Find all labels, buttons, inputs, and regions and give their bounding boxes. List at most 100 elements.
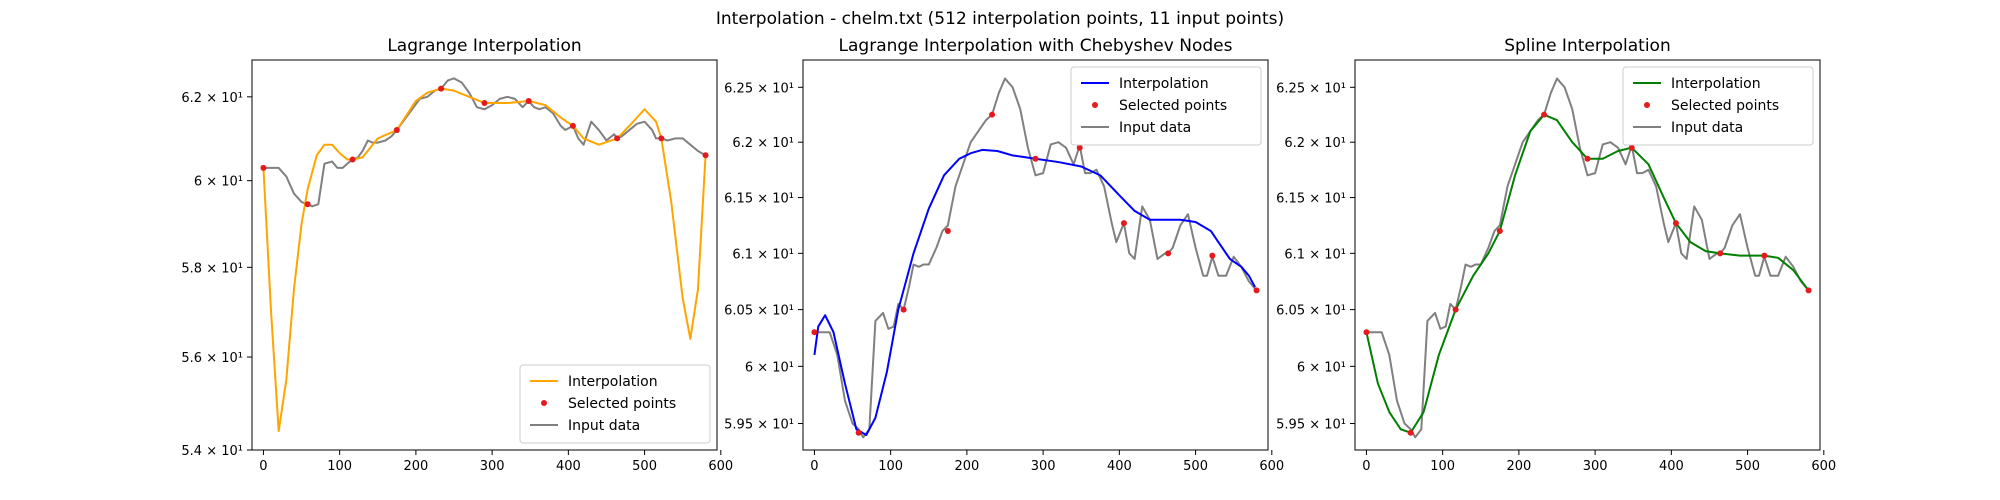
x-tick-label: 400 xyxy=(556,459,581,474)
selected-point xyxy=(900,306,907,313)
x-tick-label: 100 xyxy=(878,459,903,474)
plot-area xyxy=(260,77,709,433)
selected-point xyxy=(1120,220,1127,227)
plot-area xyxy=(1363,77,1812,439)
selected-point xyxy=(1805,287,1812,294)
legend-entry-label: Selected points xyxy=(568,396,676,412)
selected-point xyxy=(1496,227,1503,234)
selected-point xyxy=(1452,306,1459,313)
series-line-input-data xyxy=(263,77,707,208)
x-tick-label: 200 xyxy=(1506,459,1531,474)
subplot-3: Spline Interpolation 0 100 200 300 400 500 600 5… xyxy=(1276,36,1836,474)
legend-box xyxy=(1070,66,1262,146)
selected-point xyxy=(1253,287,1260,294)
y-tick-label: 5.8 × 10¹ xyxy=(181,261,243,276)
legend-point-swatch xyxy=(1644,102,1650,108)
x-tick-label: 100 xyxy=(327,459,352,474)
series-line-input-data xyxy=(1366,77,1810,439)
x-tick-label: 600 xyxy=(708,459,733,474)
legend-entry-label: Selected points xyxy=(1671,98,1779,114)
selected-point xyxy=(658,135,665,142)
selected-point xyxy=(989,111,996,118)
y-tick-label: 6.15 × 10¹ xyxy=(1276,192,1346,207)
subplot-title: Lagrange Interpolation with Chebyshev No… xyxy=(839,36,1233,56)
selected-point xyxy=(1407,429,1414,436)
selected-point xyxy=(1717,250,1724,257)
x-tick-label: 0 xyxy=(259,459,267,474)
y-tick-label: 6.15 × 10¹ xyxy=(724,192,794,207)
y-tick-label: 6.1 × 10¹ xyxy=(732,247,794,262)
legend: Interpolation Selected points Input data xyxy=(1070,66,1262,146)
selected-point xyxy=(1628,144,1635,151)
legend-box xyxy=(519,364,711,444)
selected-point xyxy=(1032,155,1039,162)
selected-point xyxy=(1076,144,1083,151)
x-tick-label: 300 xyxy=(1583,459,1608,474)
x-tick-label: 600 xyxy=(1259,459,1284,474)
legend-point-swatch xyxy=(541,400,547,406)
subplot-title: Lagrange Interpolation xyxy=(387,36,581,56)
selected-point xyxy=(702,152,709,159)
plot-frame xyxy=(802,59,1269,451)
y-tick-label: 6.2 × 10¹ xyxy=(1284,136,1346,151)
y-tick-label: 5.6 × 10¹ xyxy=(181,351,243,366)
subplot-1: Lagrange Interpolation 0 100 200 300 400 500 60… xyxy=(181,36,733,474)
plot-frame xyxy=(1354,59,1821,451)
x-tick-label: 400 xyxy=(1107,459,1132,474)
selected-point xyxy=(525,97,532,104)
y-tick-label: 5.95 × 10¹ xyxy=(1276,418,1346,433)
selected-point xyxy=(260,164,267,171)
x-tick-label: 400 xyxy=(1659,459,1684,474)
legend-entry-label: Input data xyxy=(568,418,640,434)
subplots: Lagrange Interpolation 0 100 200 300 400 500 60… xyxy=(181,36,1836,474)
legend-entry-label: Interpolation xyxy=(568,374,658,390)
legend: Interpolation Selected points Input data xyxy=(519,364,711,444)
selected-point xyxy=(393,127,400,134)
y-tick-label: 6.2 × 10¹ xyxy=(732,136,794,151)
legend: Interpolation Selected points Input data xyxy=(1622,66,1814,146)
selected-point xyxy=(1541,111,1548,118)
selected-point xyxy=(1363,329,1370,336)
x-tick-label: 200 xyxy=(403,459,428,474)
y-tick-label: 5.95 × 10¹ xyxy=(724,418,794,433)
y-tick-label: 6.05 × 10¹ xyxy=(1276,304,1346,319)
y-tick-label: 6 × 10¹ xyxy=(1297,360,1346,375)
y-tick-label: 6.2 × 10¹ xyxy=(181,91,243,106)
selected-point xyxy=(1209,252,1216,259)
x-tick-label: 300 xyxy=(1031,459,1056,474)
x-tick-label: 0 xyxy=(810,459,818,474)
selected-point xyxy=(1672,220,1679,227)
x-tick-label: 500 xyxy=(1735,459,1760,474)
series-line-interpolation xyxy=(262,87,707,433)
y-tick-label: 6.05 × 10¹ xyxy=(724,304,794,319)
y-tick-label: 6 × 10¹ xyxy=(745,360,794,375)
selected-point xyxy=(811,329,818,336)
x-tick-label: 600 xyxy=(1811,459,1836,474)
selected-point xyxy=(481,100,488,107)
figure-suptitle: Interpolation - chelm.txt (512 interpola… xyxy=(716,9,1284,29)
legend-box xyxy=(1622,66,1814,146)
y-tick-label: 6.25 × 10¹ xyxy=(724,81,794,96)
legend-entry-label: Selected points xyxy=(1119,98,1227,114)
legend-entry-label: Interpolation xyxy=(1119,76,1209,92)
x-tick-label: 200 xyxy=(954,459,979,474)
x-tick-label: 500 xyxy=(1183,459,1208,474)
y-tick-label: 6 × 10¹ xyxy=(194,175,243,190)
x-tick-label: 500 xyxy=(632,459,657,474)
selected-point xyxy=(944,227,951,234)
series-line-interpolation xyxy=(1365,113,1810,434)
x-tick-label: 100 xyxy=(1430,459,1455,474)
x-tick-label: 300 xyxy=(480,459,505,474)
y-tick-label: 5.4 × 10¹ xyxy=(181,444,243,459)
legend-entry-label: Interpolation xyxy=(1671,76,1761,92)
y-tick-label: 6.25 × 10¹ xyxy=(1276,81,1346,96)
legend-entry-label: Input data xyxy=(1671,120,1743,136)
selected-point xyxy=(569,122,576,129)
legend-point-swatch xyxy=(1092,102,1098,108)
subplot-title: Spline Interpolation xyxy=(1504,36,1670,56)
selected-point xyxy=(1584,155,1591,162)
selected-point xyxy=(1165,250,1172,257)
selected-point xyxy=(1761,252,1768,259)
y-tick-label: 6.1 × 10¹ xyxy=(1284,247,1346,262)
